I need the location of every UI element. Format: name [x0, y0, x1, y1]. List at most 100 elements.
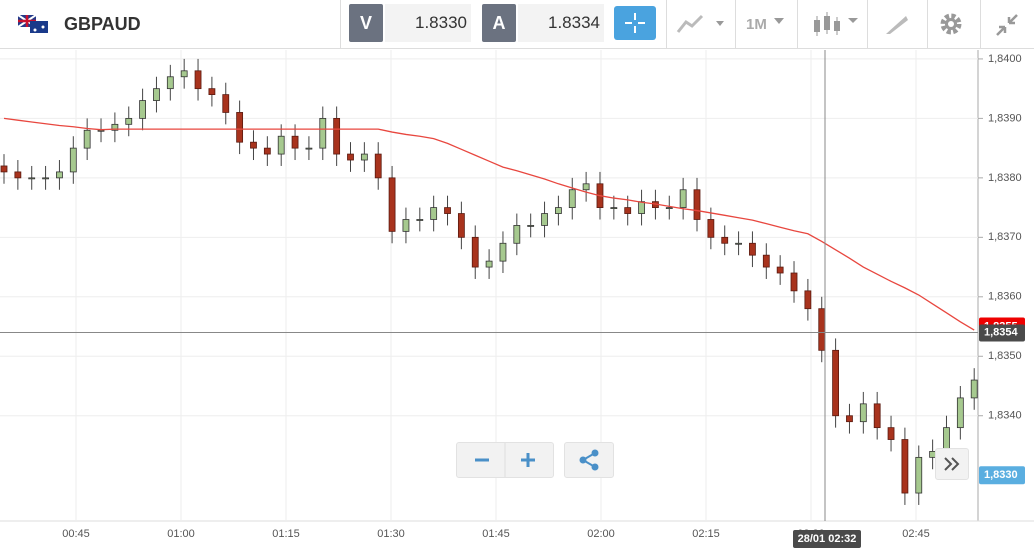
- candle-body: [166, 76, 174, 90]
- candle-body: [707, 219, 715, 238]
- settings-button[interactable]: [938, 11, 964, 37]
- candle-body: [347, 153, 354, 161]
- bid-label: V: [349, 4, 383, 42]
- candle-body: [901, 439, 909, 494]
- candle-type-button[interactable]: [812, 12, 860, 38]
- chart-type-button[interactable]: [676, 12, 726, 36]
- candle-body: [0, 165, 8, 173]
- candle-body: [208, 88, 216, 96]
- symbol: GBPAUD: [64, 13, 141, 34]
- candle-body: [69, 147, 77, 173]
- candle-body: [735, 242, 742, 245]
- candle-body: [111, 123, 119, 131]
- candle-body: [471, 236, 479, 268]
- candle-body: [14, 171, 22, 179]
- x-tick-label: 01:00: [167, 528, 195, 540]
- scroll-right-button[interactable]: [935, 448, 969, 480]
- bid-price[interactable]: 1.8330: [385, 4, 471, 42]
- candle-body: [333, 117, 341, 155]
- flag-icon: [18, 15, 48, 33]
- candle-body: [97, 129, 105, 132]
- share-icon: [579, 449, 599, 471]
- candle-body: [236, 112, 244, 143]
- candle-body: [790, 272, 798, 292]
- ask-price[interactable]: 1.8334: [518, 4, 604, 42]
- axis-panel: [978, 50, 1034, 521]
- candle-body: [125, 117, 133, 125]
- candle-body: [679, 189, 687, 208]
- candle-body: [624, 207, 632, 214]
- candle-body: [250, 141, 257, 149]
- x-tick-label: 01:15: [272, 528, 300, 540]
- crosshair-price-tag: [979, 324, 1025, 342]
- ask-label: A: [482, 4, 516, 42]
- x-tick-label: 02:15: [692, 528, 720, 540]
- candle-body: [485, 260, 493, 268]
- toolbar: GBPAUD V 1.8330 A 1.8334 1M: [0, 0, 1034, 49]
- candle-body: [873, 403, 881, 429]
- candle-body: [180, 70, 188, 78]
- candle-body: [638, 201, 645, 214]
- candle-body: [915, 456, 923, 494]
- x-tick-label: 01:45: [482, 528, 510, 540]
- candle-body: [83, 129, 91, 149]
- candle-body: [610, 207, 618, 209]
- candle-body: [360, 153, 368, 161]
- candle-body: [194, 70, 202, 90]
- candle-body: [430, 207, 438, 220]
- share-button[interactable]: [564, 442, 614, 478]
- x-tick-label: 02:45: [902, 528, 930, 540]
- candle-body: [388, 177, 396, 232]
- candle-body: [970, 379, 978, 399]
- x-tick-label: 02:00: [587, 528, 615, 540]
- y-tick-label: 1,8400: [988, 53, 1022, 65]
- candle-body: [693, 189, 701, 220]
- candle-body: [499, 242, 507, 262]
- draw-tool-button[interactable]: [884, 12, 910, 36]
- candle-body: [56, 171, 63, 179]
- candle-body: [956, 397, 964, 429]
- candle-body: [416, 219, 424, 221]
- candle-body: [846, 415, 853, 423]
- y-tick-label: 1,8380: [988, 172, 1022, 184]
- candle-body: [277, 135, 285, 155]
- candle-body: [721, 236, 729, 244]
- candle-body: [305, 147, 313, 150]
- candle-body: [28, 177, 36, 180]
- candle-body: [402, 219, 410, 232]
- candle-body: [859, 403, 867, 423]
- candle-body: [513, 225, 521, 244]
- y-tick-label: 1,8390: [988, 112, 1022, 124]
- candle-body: [582, 183, 590, 191]
- y-tick-label: 1,8370: [988, 231, 1022, 243]
- crosshair-time-tag: [793, 530, 861, 548]
- candle-body: [222, 94, 230, 113]
- zoom-controls: [456, 442, 554, 478]
- candle-body: [555, 207, 562, 214]
- candle-body: [263, 147, 271, 155]
- candle-body: [749, 242, 756, 256]
- candle-body: [818, 308, 826, 351]
- candle-body: [153, 88, 160, 101]
- x-tick-label: 00:45: [62, 528, 90, 540]
- crosshair-icon: [625, 13, 645, 33]
- candle-body: [887, 427, 895, 440]
- candle-body: [444, 207, 451, 214]
- crosshair-time-label: 28/01 02:32: [798, 533, 857, 545]
- crosshair-button[interactable]: [614, 6, 656, 40]
- y-tick-label: 1,8360: [988, 291, 1022, 303]
- candle-body: [541, 213, 548, 226]
- candle-body: [291, 135, 299, 149]
- collapse-button[interactable]: [994, 12, 1020, 38]
- bid-price-tag: [979, 466, 1025, 485]
- candle-body: [832, 349, 839, 417]
- candle-body: [457, 213, 465, 238]
- y-tick-label: 1,8340: [988, 410, 1022, 422]
- candle-body: [762, 254, 770, 268]
- candle-body: [568, 189, 576, 208]
- candle-body: [42, 177, 49, 180]
- x-tick-label: 01:30: [377, 528, 405, 540]
- timeframe[interactable]: 1M: [746, 15, 767, 33]
